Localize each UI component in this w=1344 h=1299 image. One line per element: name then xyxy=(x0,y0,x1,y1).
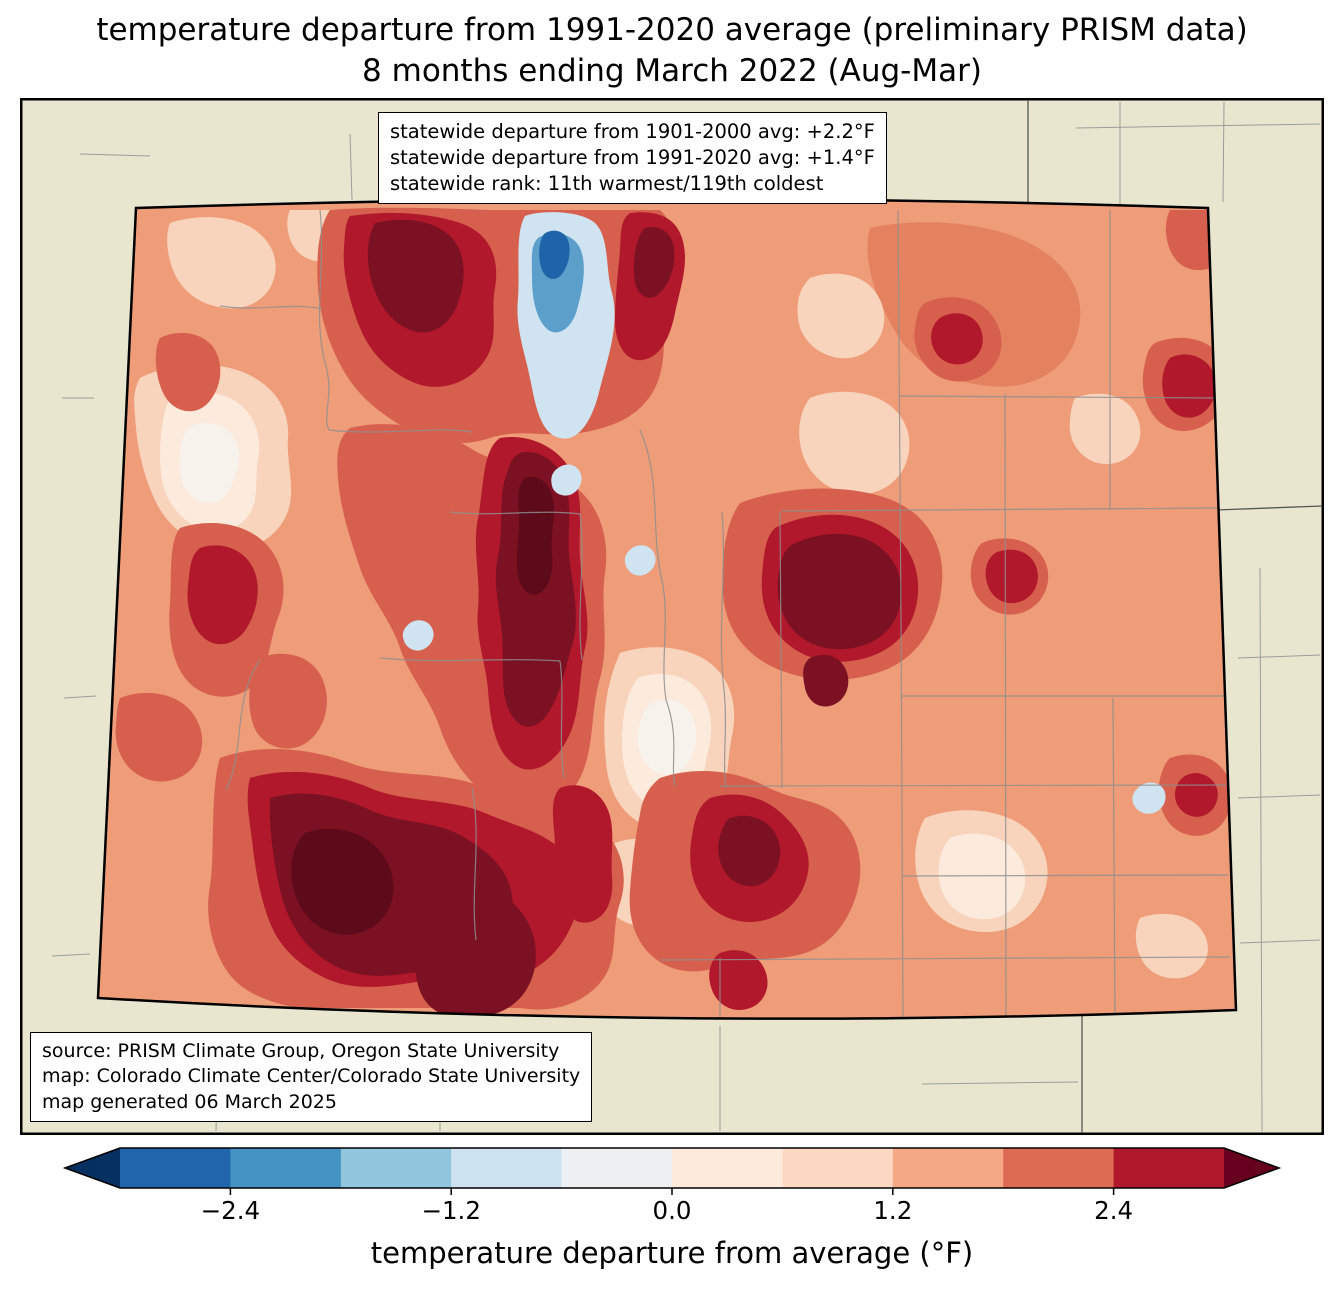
colorbar-segment xyxy=(782,1148,894,1188)
colorbar-right-arrow xyxy=(1224,1148,1279,1188)
source-credit-box: source: PRISM Climate Group, Oregon Stat… xyxy=(30,1032,593,1122)
colorbar-tick-label: 0.0 xyxy=(652,1196,692,1225)
colorbar-segment xyxy=(340,1148,452,1188)
colorbar-outline xyxy=(62,1147,1282,1189)
colorbar-segment xyxy=(1113,1148,1225,1188)
colorbar-segment xyxy=(561,1148,673,1188)
figure-title: temperature departure from 1991-2020 ave… xyxy=(0,10,1344,92)
statewide-stats-box: statewide departure from 1901-2000 avg: … xyxy=(378,112,887,204)
colorbar-axis-label: temperature departure from average (°F) xyxy=(370,1236,974,1270)
colorbar-segment xyxy=(451,1148,563,1188)
colorbar xyxy=(20,1147,1324,1197)
colorbar-left-arrow xyxy=(65,1148,120,1188)
colorbar-segment xyxy=(672,1148,783,1188)
map-frame: statewide departure from 1901-2000 avg: … xyxy=(20,98,1324,1135)
colorbar-segment xyxy=(892,1148,1004,1188)
source-line-1: source: PRISM Climate Group, Oregon Stat… xyxy=(42,1040,560,1063)
stats-line-3: statewide rank: 11th warmest/119th colde… xyxy=(390,171,824,195)
colorbar-segment xyxy=(1003,1148,1115,1188)
colorbar-svg xyxy=(62,1147,1282,1195)
county-lines xyxy=(219,209,1231,1019)
stats-line-1: statewide departure from 1901-2000 avg: … xyxy=(390,120,875,143)
colorbar-segment xyxy=(120,1148,231,1188)
colorbar-tick-labels: −2.4 −1.2 0.0 1.2 2.4 xyxy=(20,1196,1324,1228)
colorbar-tick-label: −2.4 xyxy=(200,1196,261,1225)
colorbar-tick-label: 2.4 xyxy=(1094,1196,1134,1225)
title-line-2: 8 months ending March 2022 (Aug-Mar) xyxy=(362,52,982,89)
colorbar-segment xyxy=(230,1148,342,1188)
stats-line-2: statewide departure from 1991-2020 avg: … xyxy=(390,145,875,169)
title-line-1: temperature departure from 1991-2020 ave… xyxy=(96,12,1248,48)
temperature-contours xyxy=(115,207,1232,1016)
colorbar-tick-label: −1.2 xyxy=(421,1196,481,1225)
source-line-2: map: Colorado Climate Center/Colorado St… xyxy=(42,1065,581,1088)
colorado-temperature-map xyxy=(20,98,1324,1135)
neighbor-state-lines xyxy=(1027,100,1323,1133)
source-line-3: map generated 06 March 2025 xyxy=(42,1090,337,1113)
colorbar-tick-label: 1.2 xyxy=(873,1196,913,1225)
